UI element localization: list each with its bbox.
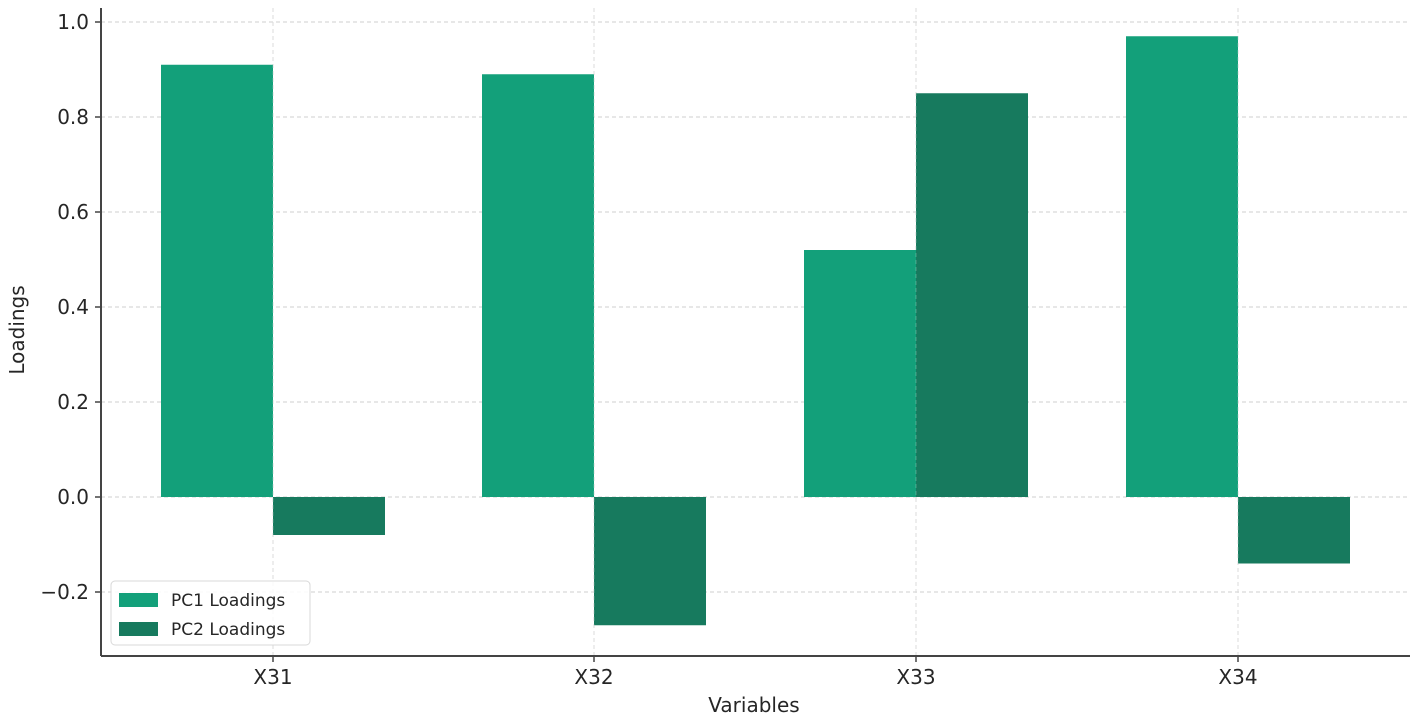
legend-box [110, 580, 311, 646]
axes: −0.2 0.0 0.2 0.4 0.6 0.8 1.0 X31 X32 X33 X34 [40, 8, 1410, 689]
y-tick-label: −0.2 [40, 580, 89, 604]
x-tick-label: X34 [1218, 665, 1257, 689]
bar-pc2-x31 [273, 497, 385, 535]
bars [161, 8, 1350, 656]
y-tick-label: 0.4 [57, 295, 89, 319]
legend-swatch [119, 593, 158, 607]
legend-label: PC2 Loadings [171, 620, 285, 640]
y-tick-label: 0.6 [57, 200, 89, 224]
bar-pc1-x33 [804, 250, 916, 497]
y-axis-label: Loadings [5, 285, 29, 374]
legend: PC1 Loadings PC2 Loadings [110, 580, 311, 646]
bar-pc1-x31 [161, 64, 273, 497]
bar-pc2-x34 [1238, 497, 1350, 564]
bar-pc1-x32 [482, 74, 594, 497]
legend-swatch [119, 622, 158, 636]
y-tick-label: 0.0 [57, 485, 89, 509]
bar-pc2-x33 [916, 93, 1028, 497]
x-tick-label: X31 [253, 665, 292, 689]
bar-pc2-x32 [594, 497, 706, 626]
x-tick-label: X32 [574, 665, 613, 689]
x-tick-label: X33 [896, 665, 935, 689]
y-tick-label: 0.8 [57, 105, 89, 129]
legend-label: PC1 Loadings [171, 591, 285, 611]
y-tick-label: 0.2 [57, 390, 89, 414]
x-axis-label: Variables [708, 693, 799, 717]
y-tick-label: 1.0 [57, 10, 89, 34]
bar-pc1-x34 [1126, 36, 1238, 497]
